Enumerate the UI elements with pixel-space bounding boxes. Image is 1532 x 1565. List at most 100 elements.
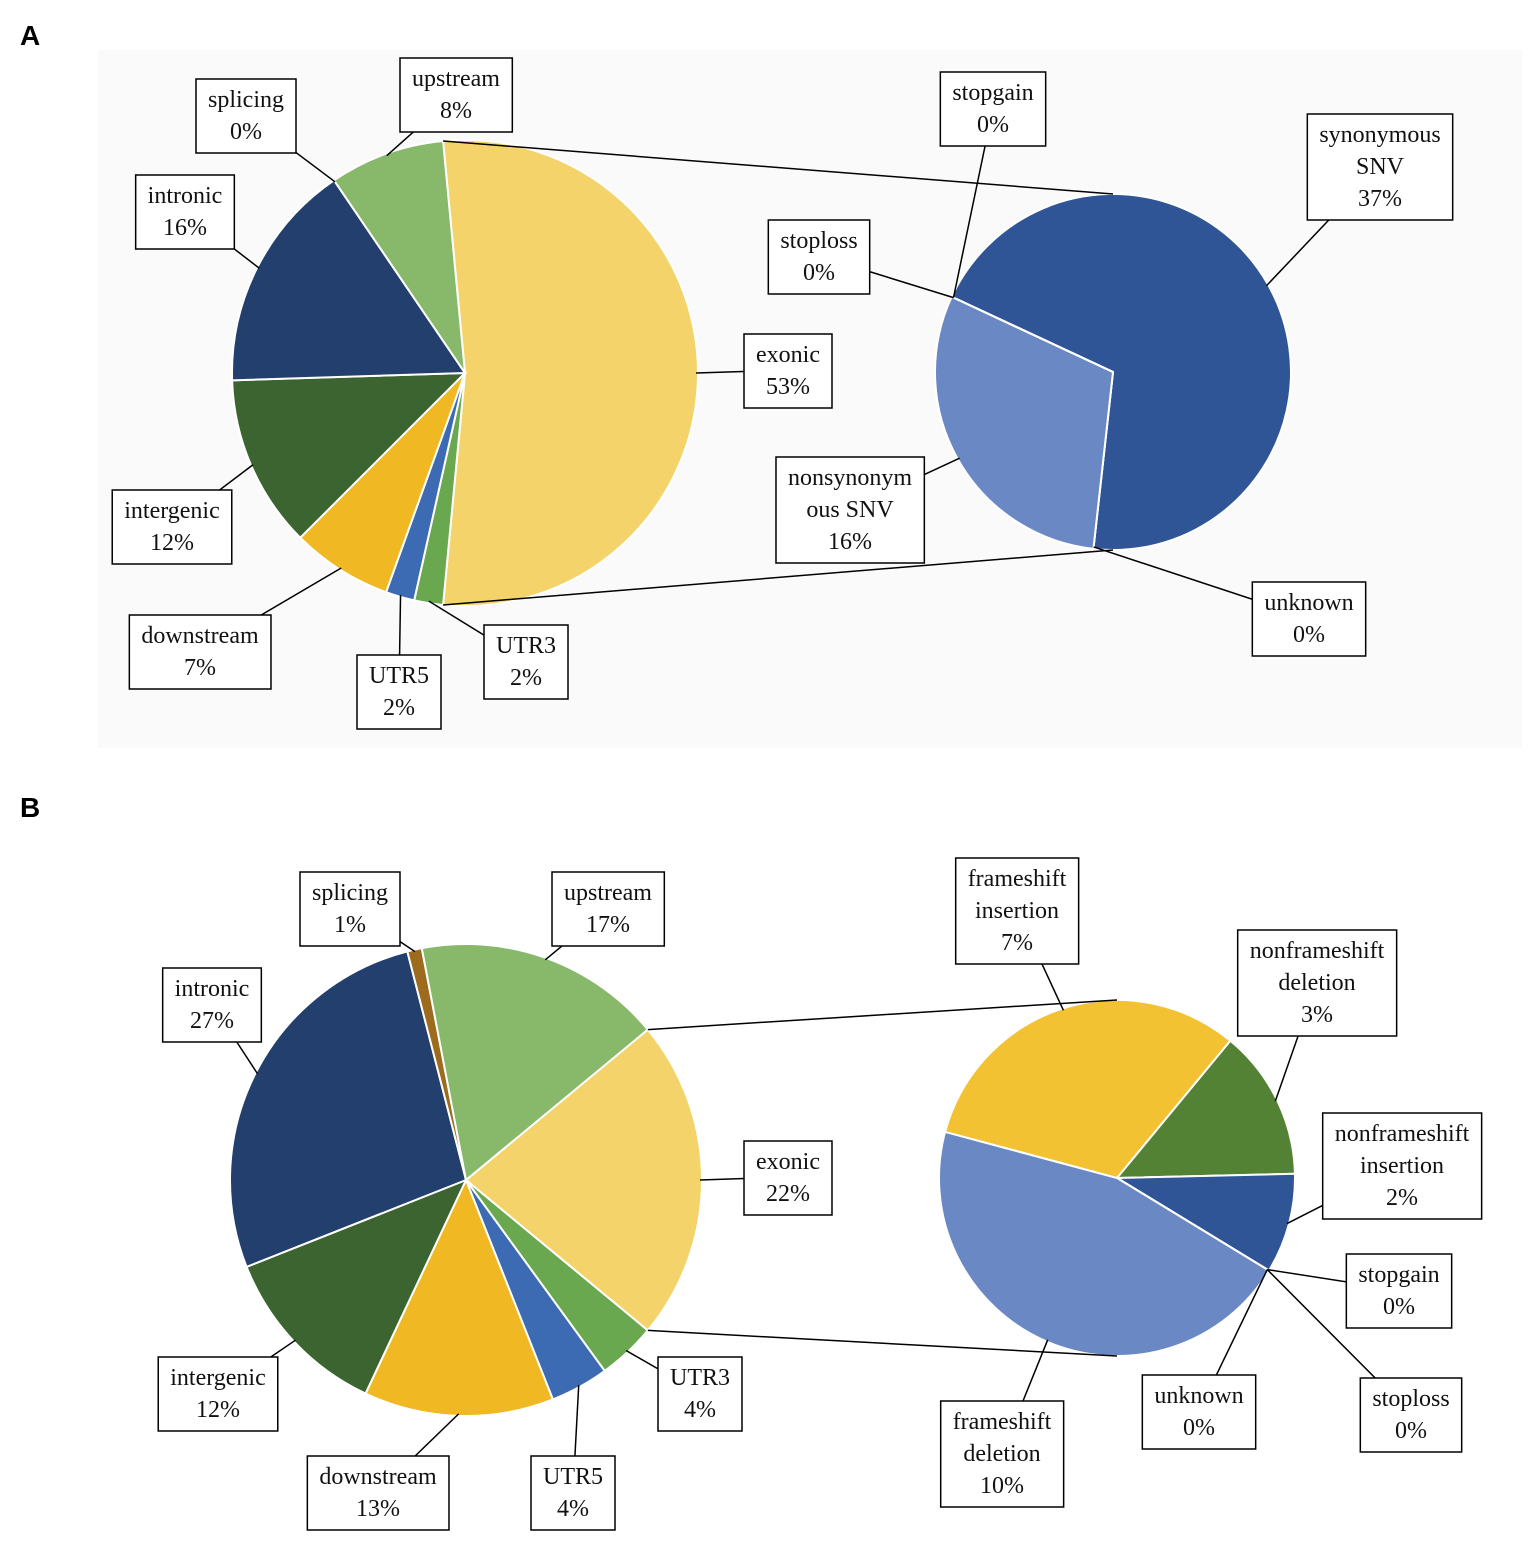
category-line: stoploss [780, 228, 857, 254]
category-label: exonic [756, 1149, 820, 1175]
category-label: downstream [141, 623, 259, 649]
category-line: exonic [756, 1149, 820, 1175]
category-label: splicing [312, 880, 388, 906]
label-box [195, 78, 297, 154]
category-label: unknown [1154, 1383, 1243, 1409]
category-line: deletion [963, 1441, 1040, 1467]
category-label: intergenic [170, 1365, 266, 1391]
category-label: UTR3 [670, 1365, 730, 1391]
category-line: intergenic [170, 1365, 266, 1391]
category-label: UTR5 [369, 663, 429, 689]
category-line: downstream [141, 623, 259, 649]
category-line: downstream [319, 1464, 437, 1490]
category-label: exonic [756, 342, 820, 368]
category-line: synonymous [1319, 122, 1440, 148]
category-line: insertion [975, 898, 1059, 924]
pie-slice [229, 950, 468, 1269]
label-box [356, 654, 442, 730]
category-line: frameshift [968, 866, 1067, 892]
category-line: stopgain [952, 80, 1033, 106]
value-label: 16% [163, 215, 207, 241]
connector-line [443, 140, 1114, 195]
category-line: unknown [1264, 590, 1353, 616]
category-line: upstream [564, 880, 652, 906]
category-line: nonframeshift [1250, 938, 1385, 964]
category-label: unknown [1264, 590, 1353, 616]
pie-slice [1113, 1172, 1296, 1273]
value-label: 0% [977, 112, 1009, 138]
label-box [530, 1455, 616, 1531]
label-box [1236, 929, 1398, 1037]
value-label: 3% [1301, 1002, 1333, 1028]
category-label: frameshift insertion [968, 866, 1067, 924]
category-line: intergenic [124, 498, 220, 524]
connector-line [647, 999, 1118, 1031]
label-box [743, 333, 833, 409]
label-box [306, 1455, 450, 1531]
value-label: 0% [1383, 1294, 1415, 1320]
category-line: intronic [175, 976, 250, 1002]
value-label: 8% [440, 98, 472, 124]
category-label: UTR3 [496, 633, 556, 659]
category-line: UTR5 [369, 663, 429, 689]
panel-label: A [20, 20, 40, 51]
connector-line [443, 549, 1114, 606]
category-line: UTR3 [670, 1365, 730, 1391]
value-label: 7% [1001, 930, 1033, 956]
value-label: 16% [828, 529, 872, 555]
category-line: SNV [1356, 154, 1405, 180]
label-box [775, 456, 926, 564]
category-label: nonframeshift deletion [1250, 938, 1385, 996]
label-box [1345, 1253, 1453, 1329]
label-box [111, 489, 233, 565]
category-label: intergenic [124, 498, 220, 524]
value-label: 13% [356, 1496, 400, 1522]
value-label: 27% [190, 1008, 234, 1034]
panel-label: B [20, 792, 40, 823]
category-line: ous SNV [806, 497, 894, 523]
value-label: 0% [1293, 622, 1325, 648]
category-label: frameshift deletion [953, 1409, 1052, 1467]
value-label: 12% [150, 530, 194, 556]
value-label: 37% [1358, 186, 1402, 212]
value-label: 2% [510, 665, 542, 691]
value-label: 10% [980, 1473, 1024, 1499]
label-box [128, 614, 272, 690]
category-line: stopgain [1358, 1262, 1439, 1288]
value-label: 12% [196, 1397, 240, 1423]
label-box [1321, 1112, 1483, 1220]
label-box [1359, 1377, 1463, 1453]
category-line: UTR5 [543, 1464, 603, 1490]
pie-slice [332, 139, 466, 374]
value-label: 2% [1386, 1185, 1418, 1211]
category-label: stopgain [952, 80, 1033, 106]
value-label: 7% [184, 655, 216, 681]
category-line: frameshift [953, 1409, 1052, 1435]
category-line: exonic [756, 342, 820, 368]
label-box [939, 71, 1047, 147]
label-box [399, 57, 514, 133]
label-box [939, 1400, 1065, 1508]
category-label: upstream [564, 880, 652, 906]
label-box [483, 624, 569, 700]
label-box [1141, 1374, 1257, 1450]
category-line: upstream [412, 66, 500, 92]
value-label: 22% [766, 1181, 810, 1207]
category-label: synonymous SNV [1319, 122, 1440, 180]
value-label: 0% [803, 260, 835, 286]
value-label: 0% [1183, 1415, 1215, 1441]
label-box [157, 1356, 279, 1432]
value-label: 4% [557, 1496, 589, 1522]
value-label: 4% [684, 1397, 716, 1423]
category-line: nonsynonym [788, 465, 912, 491]
value-label: 2% [383, 695, 415, 721]
category-line: stoploss [1372, 1386, 1449, 1412]
label-box [767, 219, 871, 295]
category-line: intronic [148, 183, 223, 209]
category-label: UTR5 [543, 1464, 603, 1490]
value-label: 53% [766, 374, 810, 400]
category-label: downstream [319, 1464, 437, 1490]
value-label: 0% [1395, 1418, 1427, 1444]
label-box [1306, 113, 1454, 221]
